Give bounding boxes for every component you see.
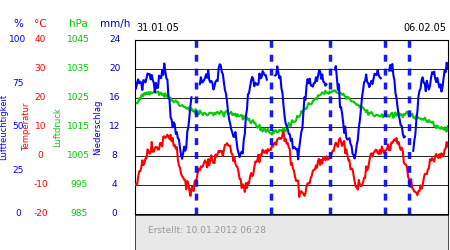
Text: -10: -10 <box>33 180 48 189</box>
Text: 12: 12 <box>109 122 121 132</box>
Text: %: % <box>13 19 23 29</box>
Text: °C: °C <box>34 19 47 29</box>
Text: 0: 0 <box>15 209 21 218</box>
Text: 25: 25 <box>12 166 24 175</box>
Text: 06.02.05: 06.02.05 <box>403 23 446 33</box>
Text: 1045: 1045 <box>68 36 90 44</box>
Text: 30: 30 <box>35 64 46 74</box>
Text: 4: 4 <box>112 180 117 189</box>
Text: 31.01.05: 31.01.05 <box>136 23 180 33</box>
Text: hPa: hPa <box>69 19 88 29</box>
Text: 0: 0 <box>38 151 43 160</box>
Text: Erstellt: 10.01.2012 06:28: Erstellt: 10.01.2012 06:28 <box>148 226 266 235</box>
Text: 10: 10 <box>35 122 46 132</box>
Text: 995: 995 <box>70 180 87 189</box>
Text: 1015: 1015 <box>67 122 90 132</box>
Text: 24: 24 <box>109 36 121 44</box>
Text: 1025: 1025 <box>68 94 90 102</box>
Text: 40: 40 <box>35 36 46 44</box>
Text: 100: 100 <box>9 36 27 44</box>
Text: 0: 0 <box>112 209 117 218</box>
Text: Niederschlag: Niederschlag <box>94 99 103 154</box>
Text: 16: 16 <box>109 94 121 102</box>
Text: Temperatur: Temperatur <box>22 103 32 151</box>
Text: mm/h: mm/h <box>99 19 130 29</box>
Text: 50: 50 <box>12 122 24 132</box>
Text: 985: 985 <box>70 209 87 218</box>
Text: 1035: 1035 <box>67 64 90 74</box>
Text: -20: -20 <box>33 209 48 218</box>
Text: 20: 20 <box>109 64 121 74</box>
Text: Luftfeuchtigkeit: Luftfeuchtigkeit <box>0 94 8 160</box>
Text: 8: 8 <box>112 151 117 160</box>
Text: 1005: 1005 <box>67 151 90 160</box>
Text: Luftdruck: Luftdruck <box>53 107 62 147</box>
Text: 20: 20 <box>35 94 46 102</box>
Text: 75: 75 <box>12 79 24 88</box>
